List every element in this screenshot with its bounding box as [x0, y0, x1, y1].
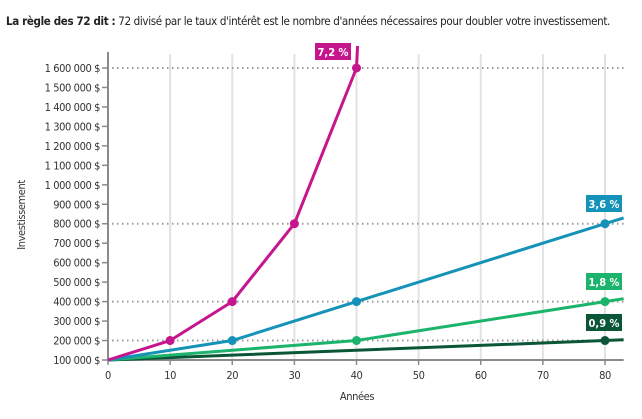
- x-tick-label: 70: [537, 369, 549, 382]
- series-label: 1,8 %: [589, 276, 620, 289]
- x-tick-label: 30: [288, 369, 300, 382]
- y-tick-label: 500 000 $: [53, 276, 100, 289]
- data-point: [227, 336, 237, 346]
- x-tick-label: 40: [351, 369, 363, 382]
- y-tick-label: 600 000 $: [53, 257, 100, 270]
- y-tick-label: 100 000 $: [53, 354, 100, 367]
- chart-title: La règle des 72 dit : 72 divisé par le t…: [6, 14, 610, 28]
- x-axis-label: Années: [340, 390, 374, 403]
- series-label-box: [586, 195, 622, 212]
- series-line: [107, 338, 624, 362]
- data-point: [600, 336, 610, 346]
- y-tick-label: 300 000 $: [53, 315, 100, 328]
- series-label: 7,2 %: [318, 46, 349, 59]
- y-tick-label: 1 100 000 $: [45, 159, 100, 172]
- y-tick-label: 1 500 000 $: [45, 81, 100, 94]
- data-point: [165, 336, 175, 346]
- chart-title-rest: 72 divisé par le taux d'intérêt est le n…: [115, 14, 610, 28]
- y-tick-label: 1 000 000 $: [45, 179, 100, 192]
- y-tick-label: 1 200 000 $: [45, 140, 100, 153]
- data-point: [600, 219, 610, 229]
- y-axis-label: Investissement: [15, 180, 28, 250]
- x-tick-label: 60: [475, 369, 487, 382]
- y-tick-label: 1 300 000 $: [45, 120, 100, 133]
- x-tick-label: 50: [413, 369, 425, 382]
- series-label: 3,6 %: [589, 198, 620, 211]
- data-point: [352, 63, 361, 73]
- chart-title-bold: La règle des 72 dit :: [6, 14, 116, 28]
- y-tick-label: 1 400 000 $: [45, 101, 100, 114]
- series-label: 0,9 %: [589, 317, 620, 330]
- x-tick-label: 10: [164, 369, 176, 382]
- series-label-box: [586, 314, 622, 331]
- data-point: [289, 219, 299, 229]
- series-label-box: [586, 273, 622, 290]
- data-point: [600, 297, 610, 307]
- data-point: [227, 297, 237, 307]
- series-label-box: [315, 43, 351, 60]
- y-tick-label: 700 000 $: [53, 237, 100, 250]
- y-tick-label: 1 600 000 $: [45, 62, 100, 75]
- x-tick-label: 20: [226, 369, 238, 382]
- series-line: [107, 297, 624, 362]
- y-tick-label: 200 000 $: [53, 335, 100, 348]
- y-tick-label: 800 000 $: [53, 218, 100, 231]
- x-tick-label: 0: [105, 369, 111, 382]
- x-tick-label: 80: [599, 369, 611, 382]
- y-tick-label: 900 000 $: [53, 198, 100, 211]
- data-point: [352, 336, 361, 346]
- y-tick-label: 400 000 $: [53, 296, 100, 309]
- data-point: [352, 297, 361, 307]
